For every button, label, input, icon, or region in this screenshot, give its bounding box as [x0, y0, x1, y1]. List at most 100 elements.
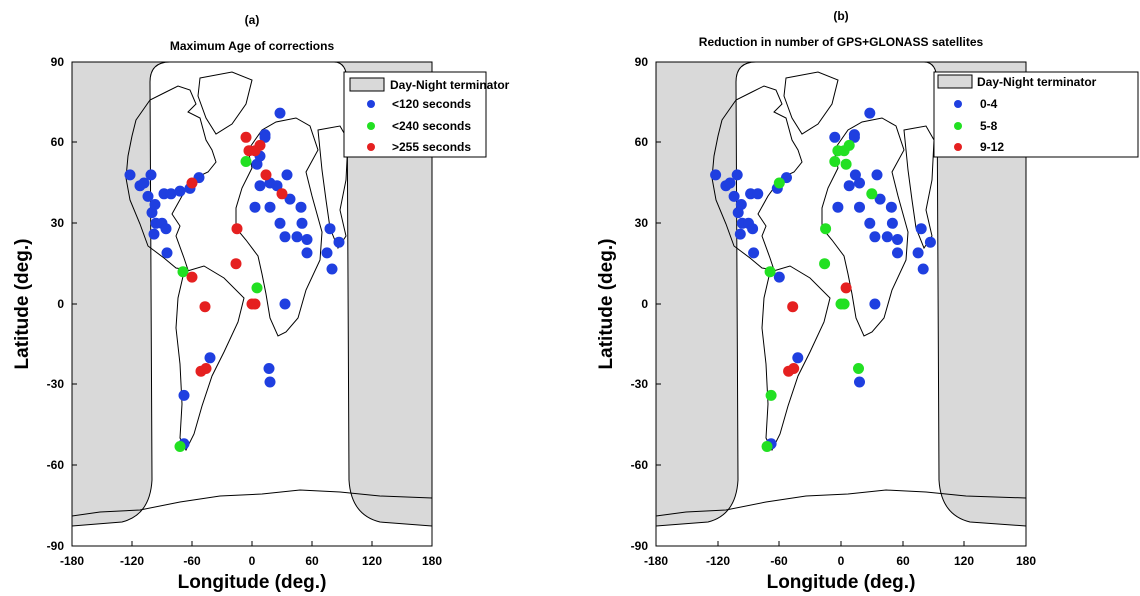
- panel-b-legend-dot-green: [954, 122, 962, 130]
- panel-b-station-point-s0-40: [792, 352, 804, 364]
- panel-a-station-point-s0-44: [178, 389, 190, 401]
- panel-a-station-point-s0-27: [274, 217, 286, 229]
- panel-b-station-point-s0-24: [864, 107, 876, 119]
- panel-a-station-point-s0-11: [160, 223, 172, 235]
- panel-b-station-point-s1-8: [773, 177, 785, 189]
- panel-a-station-point-s2-8: [186, 177, 198, 189]
- panel-b-legend-dot-blue: [954, 100, 962, 108]
- panel-b-station-point-s0-36: [917, 263, 929, 275]
- panel-b-xtick: 60: [896, 554, 910, 568]
- panel-a-station-point-s1-3: [174, 441, 186, 452]
- panel-a-station-point-s0-32: [295, 201, 307, 213]
- panel-a: (a) Maximum Age of corrections -: [12, 13, 510, 593]
- panel-a-legend-label: >255 seconds: [392, 140, 471, 154]
- panel-a-station-point-s0-7: [149, 199, 161, 210]
- panel-b-legend-label: 0-4: [980, 97, 998, 111]
- panel-b-station-point-s0-35: [915, 223, 927, 235]
- panel-a-xtick: 60: [305, 554, 319, 568]
- panel-a-station-point-s1-0: [240, 156, 252, 167]
- panel-a-ytick: 30: [51, 216, 65, 230]
- panel-b-station-point-s0-23: [854, 177, 865, 189]
- panel-a-ytick: 60: [51, 135, 65, 149]
- panel-a-xtick: -60: [183, 554, 201, 568]
- panel-a-xtick: -120: [120, 554, 144, 568]
- panel-b-station-point-s1-14: [761, 441, 773, 452]
- panel-a-station-point-s2-9: [186, 271, 198, 283]
- panel-b-xtick: 120: [954, 554, 974, 568]
- panel-b-legend: Day-Night terminator 0-4 5-8 9-12: [933, 71, 1139, 158]
- panel-b-station-point-s0-21: [849, 169, 861, 181]
- panel-b-station-point-s0-13: [752, 188, 764, 200]
- panel-b-station-point-s1-9: [764, 266, 776, 278]
- panel-b: (b) Reduction in number of GPS+GLONASS s…: [596, 9, 1139, 593]
- panel-a-station-point-s0-34: [301, 234, 313, 245]
- panel-b-station-point-s1-3: [840, 158, 852, 170]
- panel-b-legend-terminator-swatch: [937, 74, 973, 89]
- panel-b-station-point-s0-17: [832, 201, 844, 213]
- panel-a-xtick: 180: [422, 554, 442, 568]
- panel-a-station-point-s2-10: [199, 301, 211, 313]
- panel-b-station-point-s0-37: [924, 236, 936, 248]
- panel-b-station-point-s1-0: [829, 156, 841, 167]
- panel-a-station-point-s0-3: [142, 190, 154, 202]
- panel-b-station-point-s0-25: [864, 217, 876, 229]
- panel-b-station-point-s0-4: [731, 169, 743, 181]
- panel-a-ytick: -30: [47, 377, 65, 391]
- panel-b-coastlines: [656, 71, 1026, 517]
- panel-b-station-point-s0-20: [848, 131, 860, 143]
- panel-a-ytick: 90: [51, 55, 65, 69]
- panel-a-station-point-s0-33: [296, 217, 308, 229]
- panel-a-xtick: 120: [362, 554, 382, 568]
- panel-b-station-point-s0-28: [874, 193, 886, 205]
- panel-b-xtick: 0: [838, 554, 845, 568]
- panel-b-station-point-s2-1: [787, 301, 799, 313]
- panel-a-title: Maximum Age of corrections: [170, 39, 335, 53]
- panel-b-ytick: 60: [635, 135, 649, 149]
- panel-b-station-point-s2-3: [783, 365, 795, 377]
- panel-a-station-point-s0-12: [161, 247, 173, 259]
- panel-b-station-point-s1-13: [765, 389, 777, 401]
- panel-a-station-point-s0-14: [174, 185, 186, 197]
- panel-a-station-point-s1-1: [251, 282, 263, 294]
- panel-a-station-point-s0-4: [145, 169, 157, 181]
- panel-b-ytick: -30: [631, 377, 649, 391]
- panel-a-station-point-s1-2: [177, 266, 189, 278]
- panel-a-legend: Day-Night terminator <120 seconds <240 s…: [343, 71, 510, 158]
- panel-a-station-point-s0-13: [165, 188, 177, 200]
- panel-a-legend-dot-red: [367, 143, 375, 151]
- panel-a-station-point-s2-3: [254, 139, 266, 151]
- panel-b-station-point-s0-3: [728, 190, 740, 202]
- panel-a-station-point-s2-14: [195, 365, 207, 377]
- panel-b-station-point-s1-6: [820, 223, 832, 235]
- panel-b-station-point-s0-38: [869, 298, 881, 310]
- panel-a-ytick: 0: [57, 297, 64, 311]
- panel-a-station-point-s0-39: [333, 236, 345, 248]
- panel-b-station-point-s0-8: [734, 228, 746, 240]
- panel-b-legend-label: Day-Night terminator: [977, 75, 1097, 89]
- panel-a-station-point-s0-29: [279, 231, 291, 243]
- panel-a-station-point-s2-7: [230, 258, 242, 270]
- panel-b-station-point-s0-42: [773, 271, 785, 283]
- panel-b-station-point-s0-0: [710, 169, 722, 181]
- panel-a-label: (a): [245, 13, 260, 27]
- panel-a-xtick: -180: [60, 554, 84, 568]
- panel-a-station-point-s2-12: [249, 298, 261, 310]
- panel-b-station-point-s0-32: [892, 234, 903, 245]
- panel-a-station-point-s0-41: [263, 363, 275, 374]
- panel-a-station-point-s2-0: [240, 131, 252, 143]
- panel-a-station-point-s2-6: [231, 223, 243, 235]
- panel-b-ytick: -60: [631, 458, 649, 472]
- panel-b-station-point-s1-5: [866, 188, 878, 200]
- panel-b-station-point-s0-12: [748, 247, 760, 259]
- panel-a-station-point-s0-0: [124, 169, 136, 181]
- panel-b-station-point-s1-4: [843, 139, 855, 151]
- panel-b-station-point-s0-18: [843, 180, 855, 192]
- panel-b-ticks: -180 -120 -60 0 60 120 180 -90 -60 -30 0…: [631, 55, 1037, 568]
- panel-b-station-point-s0-26: [871, 169, 883, 181]
- panel-b-station-point-s0-29: [881, 231, 893, 243]
- panel-b-station-point-s1-7: [819, 258, 831, 270]
- panel-a-xlabel: Longitude (deg.): [178, 572, 327, 593]
- panel-a-ytick: -90: [47, 539, 65, 553]
- panel-b-station-point-s0-33: [892, 247, 903, 259]
- panel-b-station-point-s0-34: [912, 247, 924, 259]
